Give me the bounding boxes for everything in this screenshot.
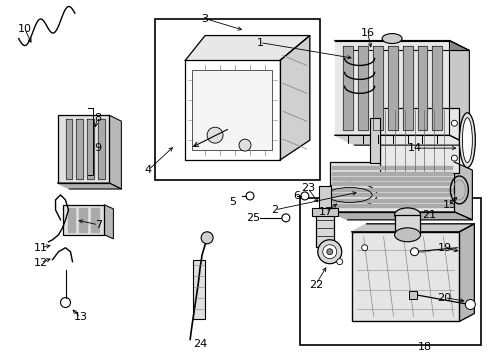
Polygon shape	[357, 45, 367, 130]
Text: 3: 3	[201, 14, 208, 24]
Polygon shape	[331, 171, 451, 175]
Circle shape	[207, 127, 223, 143]
Polygon shape	[331, 199, 451, 202]
Text: 15: 15	[442, 200, 455, 210]
Text: 9: 9	[94, 143, 101, 153]
Polygon shape	[453, 162, 471, 220]
Polygon shape	[331, 204, 451, 207]
Text: 23: 23	[300, 183, 314, 193]
Text: 12: 12	[34, 258, 47, 268]
Text: 14: 14	[407, 143, 421, 153]
Bar	[299, 198, 480, 345]
Polygon shape	[402, 45, 412, 130]
Bar	[394, 215, 420, 235]
Text: 22: 22	[308, 280, 322, 289]
Polygon shape	[387, 45, 397, 130]
Bar	[351, 232, 458, 321]
Polygon shape	[329, 212, 471, 220]
Polygon shape	[109, 115, 121, 189]
Circle shape	[239, 139, 250, 151]
Bar	[58, 115, 109, 183]
Text: 1: 1	[256, 37, 263, 48]
Ellipse shape	[394, 228, 420, 242]
Polygon shape	[334, 41, 448, 135]
Bar	[311, 208, 337, 216]
Polygon shape	[351, 224, 473, 232]
Text: 24: 24	[193, 339, 207, 349]
Ellipse shape	[322, 183, 376, 207]
Text: 2: 2	[271, 205, 278, 215]
Text: 25: 25	[245, 213, 260, 223]
Ellipse shape	[394, 208, 420, 222]
Polygon shape	[331, 188, 451, 191]
Text: 7: 7	[95, 220, 102, 230]
Text: 20: 20	[436, 293, 450, 302]
Circle shape	[300, 192, 308, 200]
Bar	[155, 19, 319, 180]
Ellipse shape	[458, 113, 474, 167]
Circle shape	[450, 120, 456, 126]
Circle shape	[450, 155, 456, 161]
Circle shape	[201, 232, 213, 244]
Polygon shape	[67, 208, 75, 232]
Bar	[319, 190, 329, 200]
Polygon shape	[58, 183, 121, 189]
Bar	[318, 186, 330, 208]
Circle shape	[281, 214, 289, 222]
Polygon shape	[458, 224, 473, 321]
Bar	[329, 162, 453, 212]
Text: 18: 18	[417, 342, 431, 352]
Text: 16: 16	[360, 28, 374, 37]
Polygon shape	[331, 166, 451, 169]
Text: 10: 10	[18, 24, 32, 33]
Polygon shape	[448, 41, 468, 145]
Text: 19: 19	[436, 243, 450, 253]
Polygon shape	[417, 45, 427, 130]
Polygon shape	[87, 119, 94, 179]
Text: 5: 5	[229, 197, 236, 207]
Bar	[379, 108, 458, 173]
Polygon shape	[331, 177, 451, 180]
Circle shape	[245, 192, 253, 200]
Polygon shape	[98, 119, 105, 179]
Polygon shape	[431, 45, 442, 130]
Text: 13: 13	[73, 312, 87, 323]
Circle shape	[361, 245, 367, 251]
Polygon shape	[342, 45, 352, 130]
Circle shape	[326, 249, 332, 255]
Bar	[369, 118, 379, 163]
Circle shape	[465, 300, 474, 310]
Circle shape	[317, 240, 341, 264]
Polygon shape	[80, 208, 87, 232]
Ellipse shape	[462, 118, 471, 163]
Polygon shape	[65, 119, 72, 179]
Circle shape	[336, 259, 342, 265]
Text: 8: 8	[94, 113, 101, 123]
Polygon shape	[185, 36, 309, 60]
Bar	[192, 71, 271, 150]
Text: 21: 21	[422, 210, 436, 220]
Circle shape	[61, 298, 70, 307]
Polygon shape	[76, 119, 83, 179]
Polygon shape	[279, 36, 309, 160]
Polygon shape	[331, 193, 451, 197]
Polygon shape	[104, 205, 113, 239]
Text: 4: 4	[144, 165, 152, 175]
Polygon shape	[91, 208, 99, 232]
Polygon shape	[331, 183, 451, 185]
Polygon shape	[334, 135, 468, 145]
Text: 11: 11	[34, 243, 47, 253]
Bar	[407, 291, 416, 298]
Circle shape	[322, 245, 336, 259]
Ellipse shape	[381, 33, 401, 44]
Bar	[315, 212, 333, 247]
Circle shape	[410, 248, 418, 256]
Polygon shape	[334, 41, 468, 50]
Bar	[62, 205, 104, 235]
Polygon shape	[372, 45, 382, 130]
Bar	[193, 260, 204, 319]
Text: 6: 6	[293, 191, 300, 201]
Text: 17: 17	[318, 207, 332, 217]
